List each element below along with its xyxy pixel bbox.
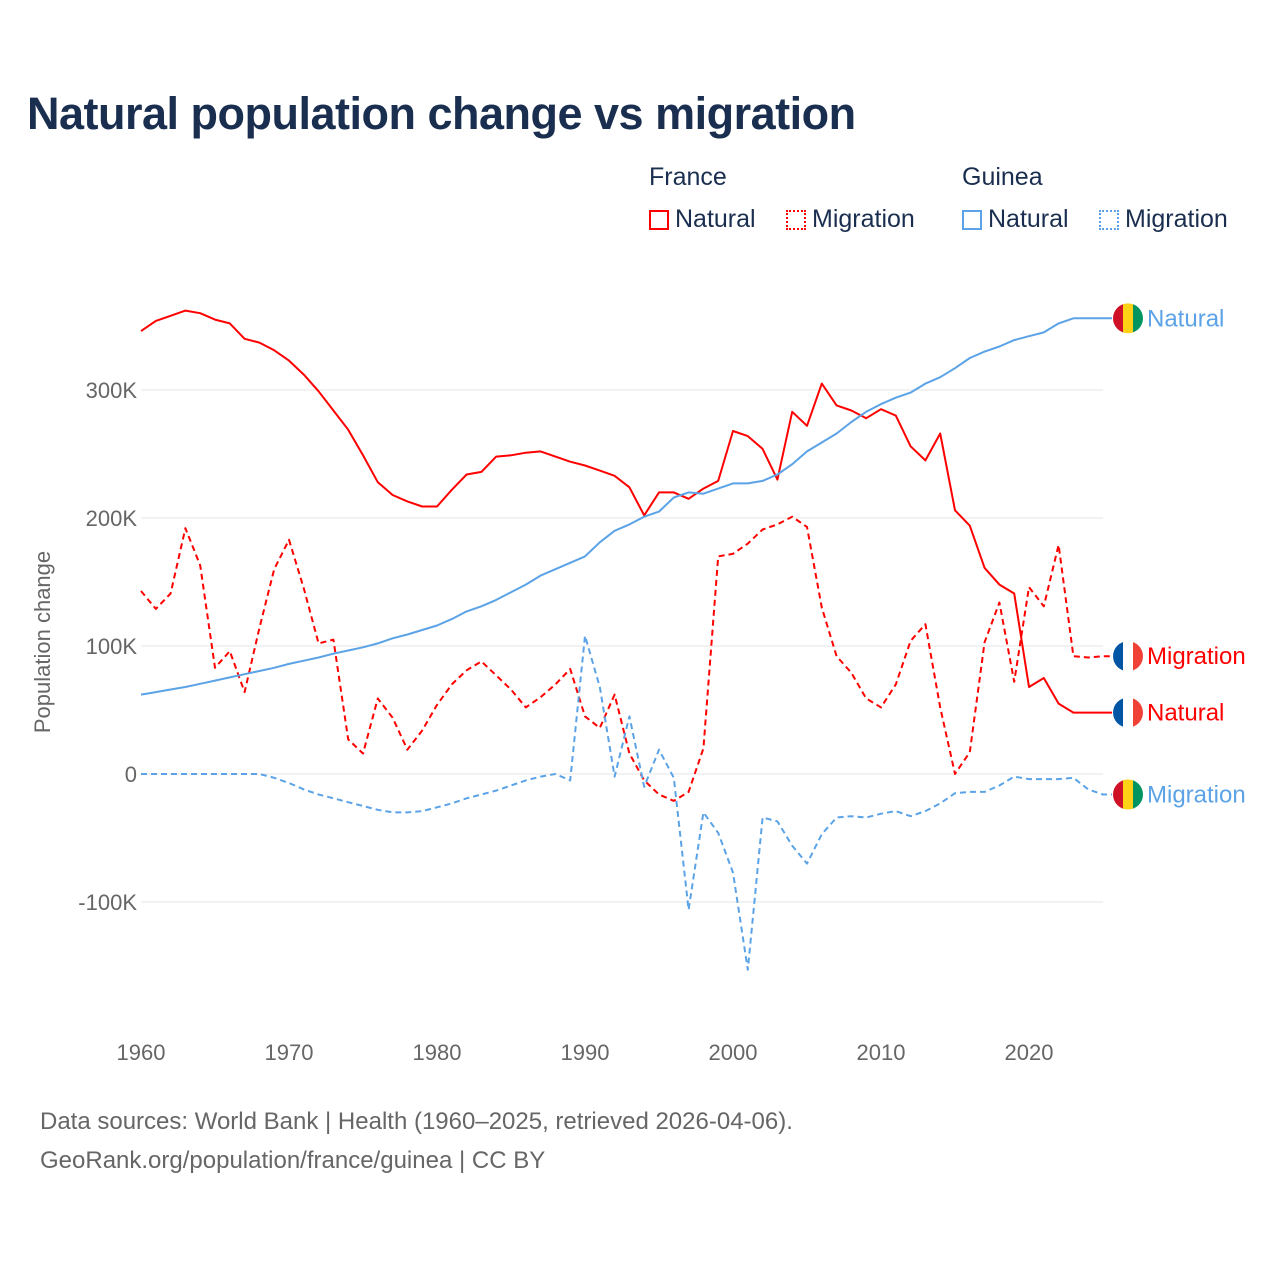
guinea-flag-icon	[1113, 303, 1124, 334]
x-tick-label: 2020	[1005, 1040, 1054, 1065]
legend-swatch-solid-icon	[962, 210, 982, 230]
chart-title: Natural population change vs migration	[27, 88, 856, 139]
guinea-flag-icon	[1133, 779, 1143, 810]
legend-france-natural[interactable]: Natural	[649, 205, 756, 234]
series-line-guinea-natural	[140, 317, 1112, 696]
x-tick-label: 1960	[117, 1040, 166, 1065]
end-label-guinea-natural: Natural	[1147, 305, 1224, 332]
guinea-flag-icon	[1123, 303, 1134, 334]
france-flag-icon	[1133, 697, 1143, 728]
guinea-flag-icon	[1133, 303, 1143, 334]
legend-label: Migration	[1125, 205, 1228, 233]
france-flag-icon	[1113, 697, 1124, 728]
y-tick-label: 300K	[86, 378, 138, 403]
end-label-france-migration: Migration	[1147, 643, 1246, 670]
y-tick-label: 200K	[86, 506, 138, 531]
series-line-guinea-migration	[141, 634, 1112, 971]
legend-label: Migration	[812, 205, 915, 233]
footer-sources: Data sources: World Bank | Health (1960–…	[40, 1108, 793, 1135]
france-flag-icon	[1123, 697, 1134, 728]
legend-swatch-dotted-icon	[1099, 210, 1119, 230]
footer-link[interactable]: GeoRank.org/population/france/guinea | C…	[40, 1147, 546, 1174]
france-flag-icon	[1123, 641, 1134, 672]
france-flag-icon	[1133, 641, 1143, 672]
legend-france-migration[interactable]: Migration	[786, 205, 915, 234]
x-tick-label: 1970	[265, 1040, 314, 1065]
legend-guinea-migration[interactable]: Migration	[1099, 205, 1228, 234]
legend-swatch-solid-icon	[649, 210, 669, 230]
y-tick-label: 0	[125, 762, 137, 787]
y-tick-label: -100K	[78, 890, 137, 915]
legend-swatch-dotted-icon	[786, 210, 806, 230]
x-tick-label: 2000	[709, 1040, 758, 1065]
end-label-france-natural: Natural	[1147, 700, 1224, 727]
legend-label: Natural	[988, 205, 1069, 233]
x-tick-label: 1980	[413, 1040, 462, 1065]
legend-guinea-natural[interactable]: Natural	[962, 205, 1069, 234]
france-flag-icon	[1113, 641, 1124, 672]
y-tick-label: 100K	[86, 634, 138, 659]
x-tick-label: 1990	[561, 1040, 610, 1065]
x-tick-label: 2010	[857, 1040, 906, 1065]
y-axis-label: Population change	[30, 551, 55, 733]
guinea-flag-icon	[1123, 779, 1134, 810]
series-line-france-migration	[140, 515, 1112, 802]
end-label-guinea-migration: Migration	[1147, 781, 1246, 808]
legend-group-france: France	[649, 163, 727, 191]
series-line-france-natural	[140, 309, 1112, 714]
legend-group-guinea: Guinea	[962, 163, 1043, 191]
legend-label: Natural	[675, 205, 756, 233]
guinea-flag-icon	[1113, 779, 1124, 810]
